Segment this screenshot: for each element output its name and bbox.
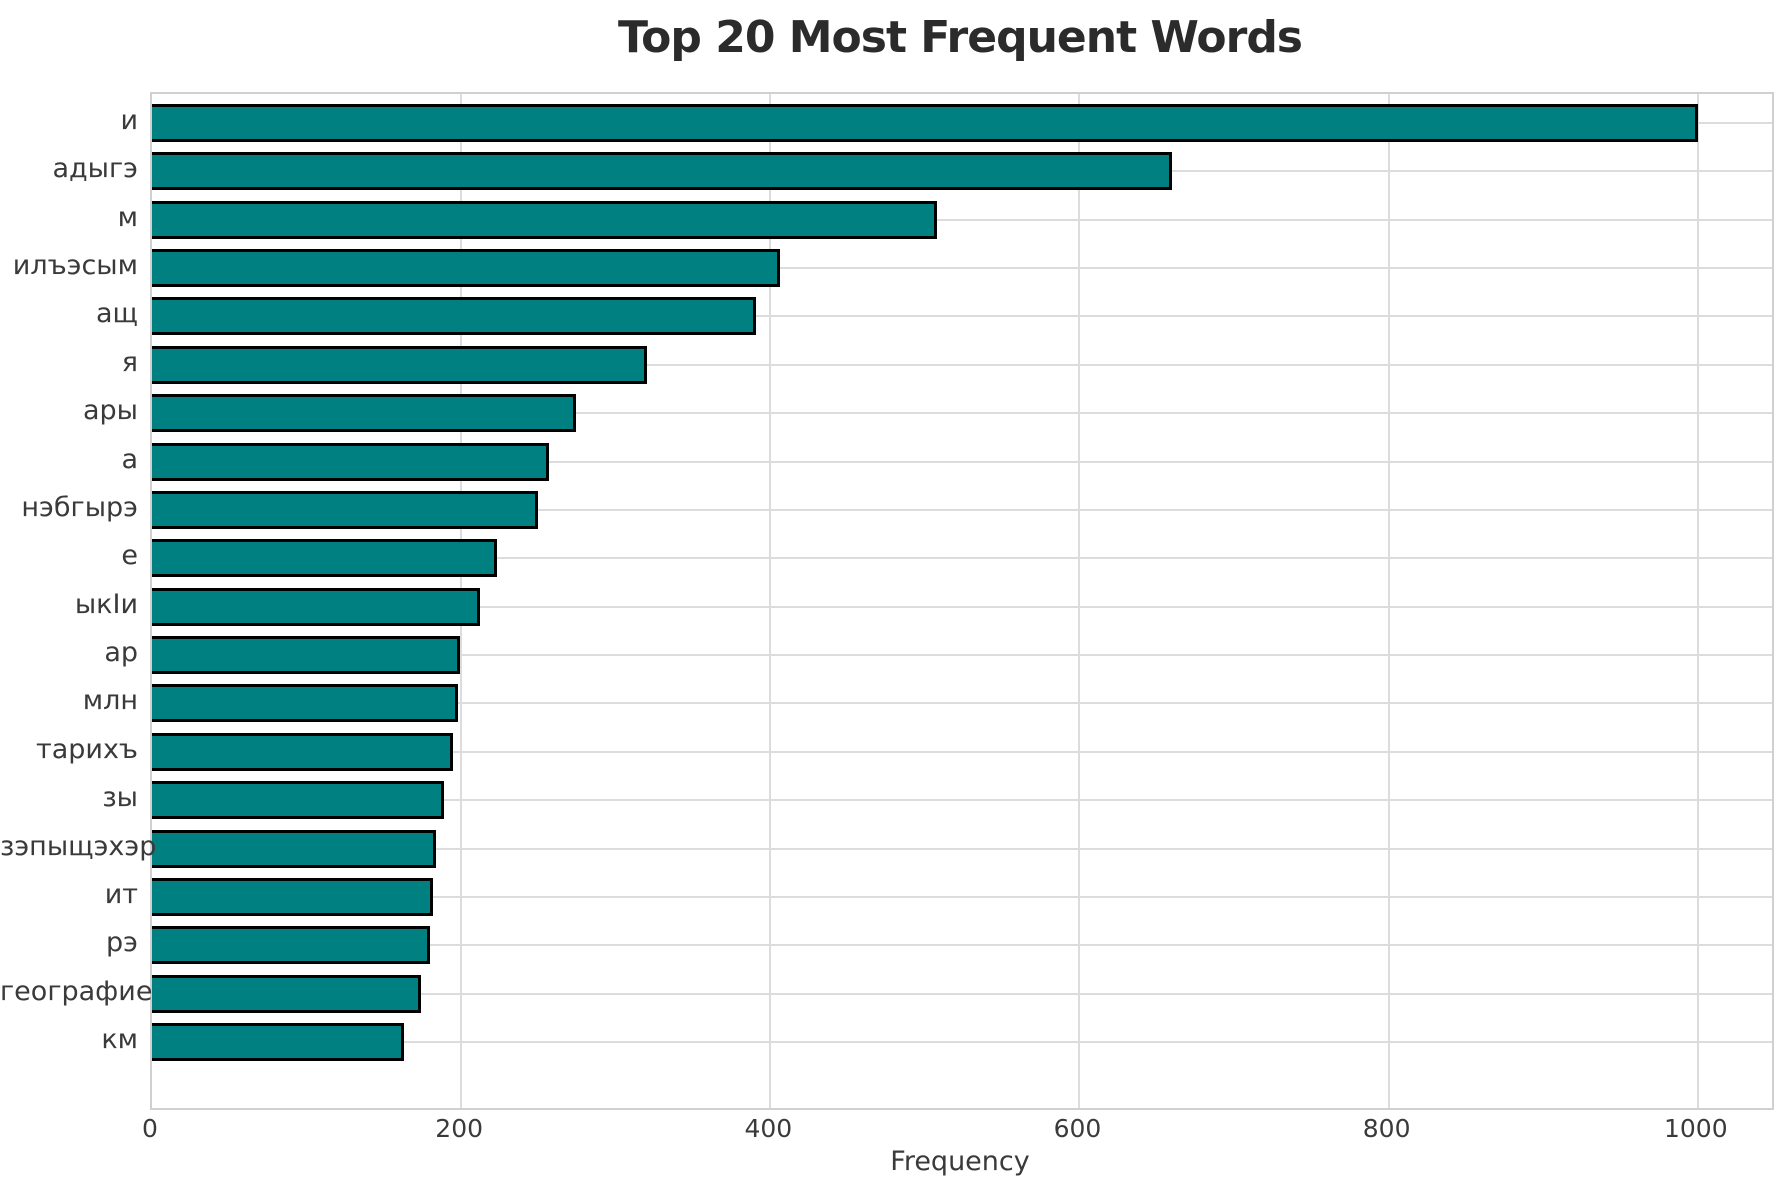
x-tick-label: 200 (435, 1114, 484, 1143)
y-gridline (152, 654, 1772, 657)
y-tick-label: и (120, 105, 138, 136)
y-gridline (152, 412, 1772, 415)
bar-тарихъ (152, 732, 454, 771)
y-gridline (152, 847, 1772, 850)
bar-рэ (152, 926, 431, 965)
y-tick-label: рэ (106, 927, 138, 959)
bar-илъэсым (152, 249, 780, 288)
x-gridline (1078, 94, 1081, 1108)
y-tick-label: ит (104, 878, 138, 910)
y-tick-label: е (121, 540, 138, 572)
x-tick-label: 800 (1362, 1114, 1411, 1143)
x-tick-label: 1000 (1663, 1114, 1728, 1143)
bar-млн (152, 684, 459, 723)
bar-е (152, 539, 497, 578)
y-tick-label: млн (82, 685, 138, 717)
y-gridline (152, 799, 1772, 802)
y-tick-label: ыкIи (74, 588, 138, 620)
y-gridline (152, 605, 1772, 608)
bar-я (152, 345, 647, 384)
y-gridline (152, 267, 1772, 270)
y-gridline (152, 460, 1772, 463)
bar-ар (152, 636, 460, 675)
y-tick-label: м (117, 201, 138, 233)
bar-и (152, 104, 1698, 142)
y-tick-label: я (121, 346, 138, 378)
y-tick-label: ары (82, 395, 138, 427)
y-gridline (152, 895, 1772, 898)
bar-а (152, 442, 550, 481)
y-gridline (152, 363, 1772, 366)
bar-зэпыщэхэр (152, 829, 437, 868)
bar-зы (152, 781, 445, 820)
y-gridline (152, 992, 1772, 995)
y-gridline (152, 1041, 1772, 1044)
x-tick-label: 0 (142, 1114, 158, 1143)
x-gridline (1696, 94, 1699, 1108)
y-gridline (152, 702, 1772, 705)
bar-м (152, 200, 938, 239)
y-tick-label: нэбгырэ (21, 491, 138, 523)
y-tick-label: илъэсым (12, 250, 138, 282)
x-tick-label: 600 (1053, 1114, 1102, 1143)
y-tick-label: тарихъ (35, 733, 138, 765)
y-tick-label: ащ (96, 298, 138, 330)
y-gridline (152, 750, 1772, 753)
y-gridline (152, 508, 1772, 511)
y-tick-label: зы (102, 782, 138, 814)
y-tick-label: а (121, 443, 138, 475)
bar-км (152, 1023, 404, 1062)
y-tick-label: ар (104, 637, 138, 669)
y-tick-label: географие (0, 975, 153, 1007)
bar-нэбгырэ (152, 490, 539, 529)
y-tick-label: адыгэ (52, 153, 138, 185)
x-gridline (1387, 94, 1390, 1108)
y-gridline (152, 944, 1772, 947)
y-tick-label: зэпыщэхэр (0, 830, 157, 862)
bar-географие (152, 974, 421, 1013)
y-tick-label: км (101, 1024, 138, 1056)
chart-title: Top 20 Most Frequent Words (617, 12, 1303, 63)
bar-ит (152, 877, 434, 916)
y-gridline (152, 557, 1772, 560)
plot-area (150, 92, 1774, 1110)
x-tick-label: 400 (744, 1114, 793, 1143)
bar-ыкIи (152, 587, 480, 626)
bar-ащ (152, 297, 757, 336)
y-gridline (152, 218, 1772, 221)
bar-ары (152, 394, 576, 433)
bar-адыгэ (152, 152, 1173, 191)
x-gridline (769, 94, 772, 1108)
x-axis-label: Frequency (890, 1146, 1030, 1177)
y-gridline (152, 315, 1772, 318)
